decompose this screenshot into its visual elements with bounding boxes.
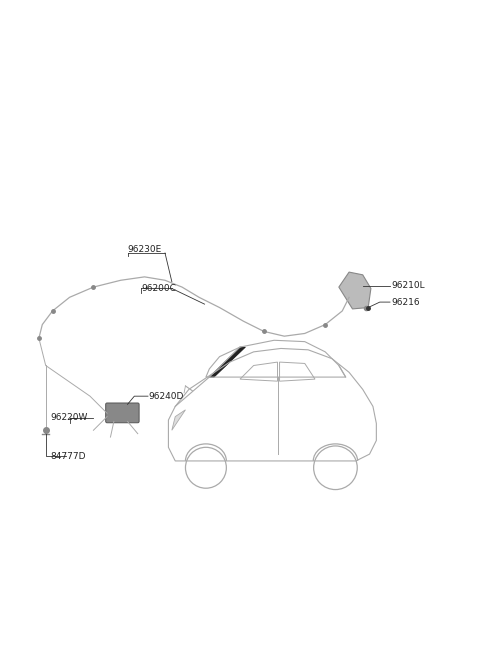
Text: 96240D: 96240D	[149, 392, 184, 401]
Text: 96200C: 96200C	[141, 284, 176, 293]
Polygon shape	[209, 347, 245, 377]
Text: 96220W: 96220W	[50, 413, 88, 422]
Text: 96230E: 96230E	[128, 245, 162, 254]
Text: 96210L: 96210L	[391, 281, 425, 290]
Text: 96216: 96216	[391, 298, 420, 306]
Text: 84777D: 84777D	[50, 452, 86, 461]
Polygon shape	[339, 272, 371, 309]
FancyBboxPatch shape	[106, 403, 139, 422]
Polygon shape	[172, 410, 185, 430]
